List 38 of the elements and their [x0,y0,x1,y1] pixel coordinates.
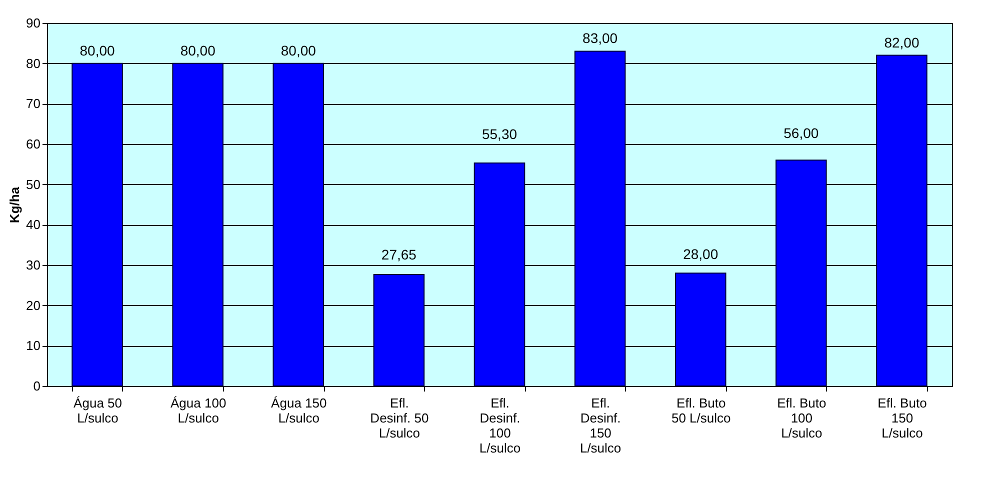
bar [474,162,526,386]
y-tick-label: 40 [26,217,40,232]
y-tick-label: 20 [26,298,40,313]
y-tick-label: 80 [26,56,40,71]
x-tick-label: Água 50 L/sulco [74,396,122,426]
data-label: 83,00 [582,30,618,46]
data-label: 80,00 [80,42,115,58]
x-tick-label: Efl. Buto 100 L/sulco [777,396,826,440]
bar [674,272,726,386]
bar [72,62,123,386]
x-tick-label: Efl. Buto 50 L/sulco [671,396,731,426]
bar [876,54,928,386]
x-tick-label: Efl. Desinf. 150 L/sulco [580,396,622,456]
data-label: 27,65 [381,246,417,262]
data-label: 56,00 [784,125,819,142]
y-tick-label: 90 [26,16,40,30]
y-tick-label: 60 [26,136,40,152]
data-label: 80,00 [280,42,316,58]
bar [574,50,626,386]
y-tick-label: 70 [26,96,40,112]
y-tick-label: 10 [26,338,40,354]
y-tick-label: 50 [26,176,40,192]
bar [272,62,324,386]
x-tick-label: Água 150 L/sulco [271,396,327,426]
x-tick-label: Efl. Desinf. 50 L/sulco [370,396,429,440]
data-label: 55,30 [482,126,518,142]
x-tick-label: Efl. Buto 150 L/sulco [878,396,927,440]
bar [373,274,425,386]
x-tick-label: Efl. Desinf. 100 L/sulco [479,396,521,456]
bar [776,160,827,386]
bar [172,62,224,386]
y-tick-label: 0 [33,378,40,394]
data-label: 82,00 [884,34,920,50]
y-axis-title: Kg/ha [7,186,22,224]
data-label: 28,00 [683,246,718,262]
y-tick-label: 30 [26,258,40,272]
x-tick-label: Água 100 L/sulco [170,396,226,426]
data-label: 80,00 [180,42,216,58]
